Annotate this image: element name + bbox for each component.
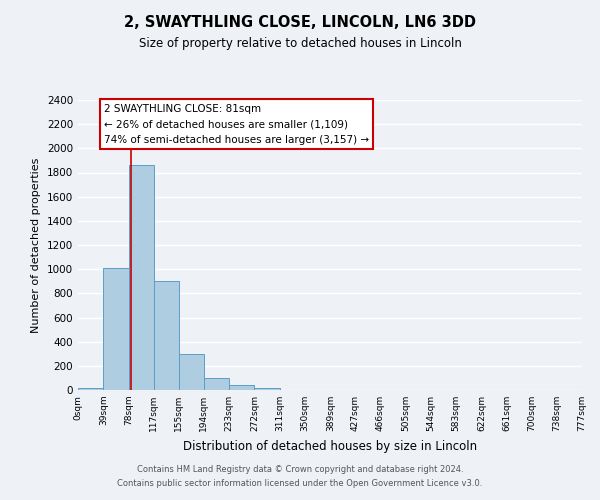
Bar [204, 378, 229, 390]
Bar [128, 165, 154, 390]
Bar [229, 384, 254, 390]
Bar [154, 281, 179, 390]
Text: Contains HM Land Registry data © Crown copyright and database right 2024.
Contai: Contains HM Land Registry data © Crown c… [118, 466, 482, 487]
Bar [103, 268, 128, 390]
Text: 2 SWAYTHLING CLOSE: 81sqm
← 26% of detached houses are smaller (1,109)
74% of se: 2 SWAYTHLING CLOSE: 81sqm ← 26% of detac… [104, 104, 369, 145]
X-axis label: Distribution of detached houses by size in Lincoln: Distribution of detached houses by size … [183, 440, 477, 452]
Bar [78, 388, 103, 390]
Text: Size of property relative to detached houses in Lincoln: Size of property relative to detached ho… [139, 38, 461, 51]
Text: 2, SWAYTHLING CLOSE, LINCOLN, LN6 3DD: 2, SWAYTHLING CLOSE, LINCOLN, LN6 3DD [124, 15, 476, 30]
Bar [179, 354, 204, 390]
Y-axis label: Number of detached properties: Number of detached properties [31, 158, 41, 332]
Bar [254, 388, 280, 390]
